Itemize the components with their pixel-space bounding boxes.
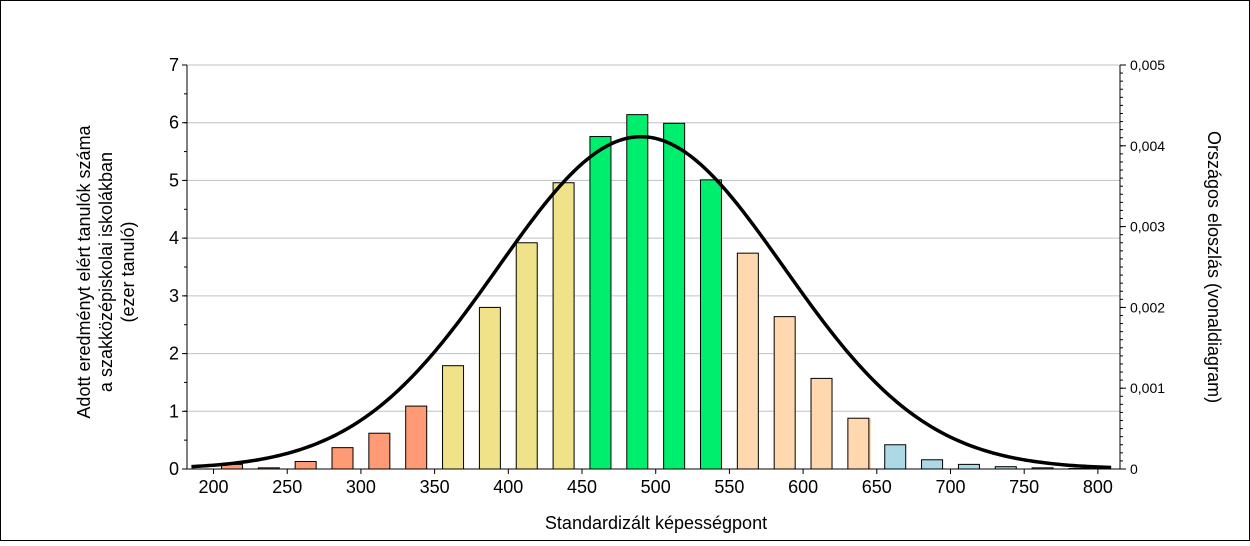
bar	[773, 316, 796, 470]
axes: 0 1 2 3 4 5 6 7 0 0,001 0,002 0,003 0,004 0,005 200 250…	[169, 55, 1165, 497]
bar	[294, 460, 317, 470]
bar-fill	[332, 447, 353, 469]
x-tick-label: 500	[641, 477, 671, 497]
bar-fill	[995, 466, 1017, 469]
x-tick-label: 700	[935, 477, 965, 497]
y-axis-left-label-line-1: Adott eredményt elért tanulók száma	[74, 124, 94, 418]
gridlines	[187, 64, 1120, 412]
bar	[663, 122, 686, 470]
bar-fill	[368, 433, 390, 469]
bar-fill	[811, 378, 833, 469]
y-left-tick-label: 0	[169, 459, 179, 479]
bar	[441, 365, 465, 470]
bar	[884, 444, 907, 470]
bar	[331, 447, 354, 470]
y-left-tick-label: 7	[169, 55, 179, 75]
y-right-tick-label: 0,004	[1130, 138, 1165, 154]
y-left-tick-label: 1	[169, 401, 179, 421]
distribution-curve	[191, 134, 1112, 470]
bar-fill	[516, 242, 538, 469]
y-left-tick-label: 4	[169, 228, 179, 248]
bar-segment	[847, 418, 871, 469]
bar-fill	[921, 459, 943, 469]
y-left-tick-label: 5	[169, 170, 179, 190]
y-left-tick-label: 3	[169, 286, 179, 306]
bar	[368, 432, 391, 470]
bar-fill	[884, 444, 906, 469]
y-right-tick-label: 0,001	[1130, 380, 1165, 396]
x-tick-label: 550	[714, 477, 744, 497]
bar-fill	[221, 464, 243, 469]
bar-fill	[700, 179, 722, 469]
y-left-tick-label: 2	[169, 344, 179, 364]
bar-fill	[479, 307, 501, 469]
x-tick-label: 400	[493, 477, 523, 497]
bar	[957, 463, 980, 470]
bar-fill	[958, 464, 980, 469]
y-right-tick-label: 0,002	[1130, 299, 1165, 315]
bar	[552, 182, 575, 470]
bar	[626, 114, 649, 470]
y-axis-left-label: Adott eredményt elért tanulók száma a sz…	[74, 124, 138, 418]
bar	[736, 252, 759, 470]
x-tick-label: 300	[346, 477, 376, 497]
bar-fill	[258, 467, 280, 469]
bar	[405, 405, 428, 470]
x-tick-label: 200	[199, 477, 229, 497]
bar-fill	[774, 316, 796, 469]
bar	[515, 242, 538, 470]
bar-fill	[1032, 467, 1054, 469]
x-tick-label: 350	[420, 477, 450, 497]
y-right-tick-label: 0,003	[1130, 219, 1165, 235]
bar-fill	[553, 182, 575, 470]
x-tick-label: 600	[788, 477, 818, 497]
x-axis-label: Standardizált képességpont	[545, 513, 767, 533]
x-tick-label: 650	[862, 477, 892, 497]
bar-fill	[405, 406, 427, 469]
bar-fill	[295, 461, 317, 469]
x-tick-label: 800	[1083, 477, 1113, 497]
bar-fill	[626, 114, 648, 470]
y-axis-left-label-line-3: (ezer tanuló)	[118, 221, 138, 322]
bar	[478, 306, 501, 470]
bar-fill	[737, 253, 759, 469]
bar	[699, 179, 722, 470]
y-left-tick-label: 6	[169, 113, 179, 133]
bar	[589, 136, 612, 470]
distribution-curve-layer	[191, 134, 1112, 470]
bar-fill	[663, 123, 685, 469]
bar	[810, 377, 833, 470]
y-axis-right-label: Országos eloszlás (vonaldiagram)	[1204, 131, 1224, 403]
y-right-tick-label: 0,005	[1130, 57, 1165, 73]
x-tick-label: 450	[567, 477, 597, 497]
bar-segment	[441, 365, 464, 469]
bar	[921, 459, 944, 470]
y-right-tick-label: 0	[1130, 461, 1138, 477]
x-tick-label: 250	[272, 477, 302, 497]
x-tick-label: 750	[1009, 477, 1039, 497]
bar-fill	[589, 136, 611, 469]
y-axis-left-label-line-2: a szakközépiskolai iskolákban	[96, 152, 116, 392]
bar	[847, 417, 871, 470]
